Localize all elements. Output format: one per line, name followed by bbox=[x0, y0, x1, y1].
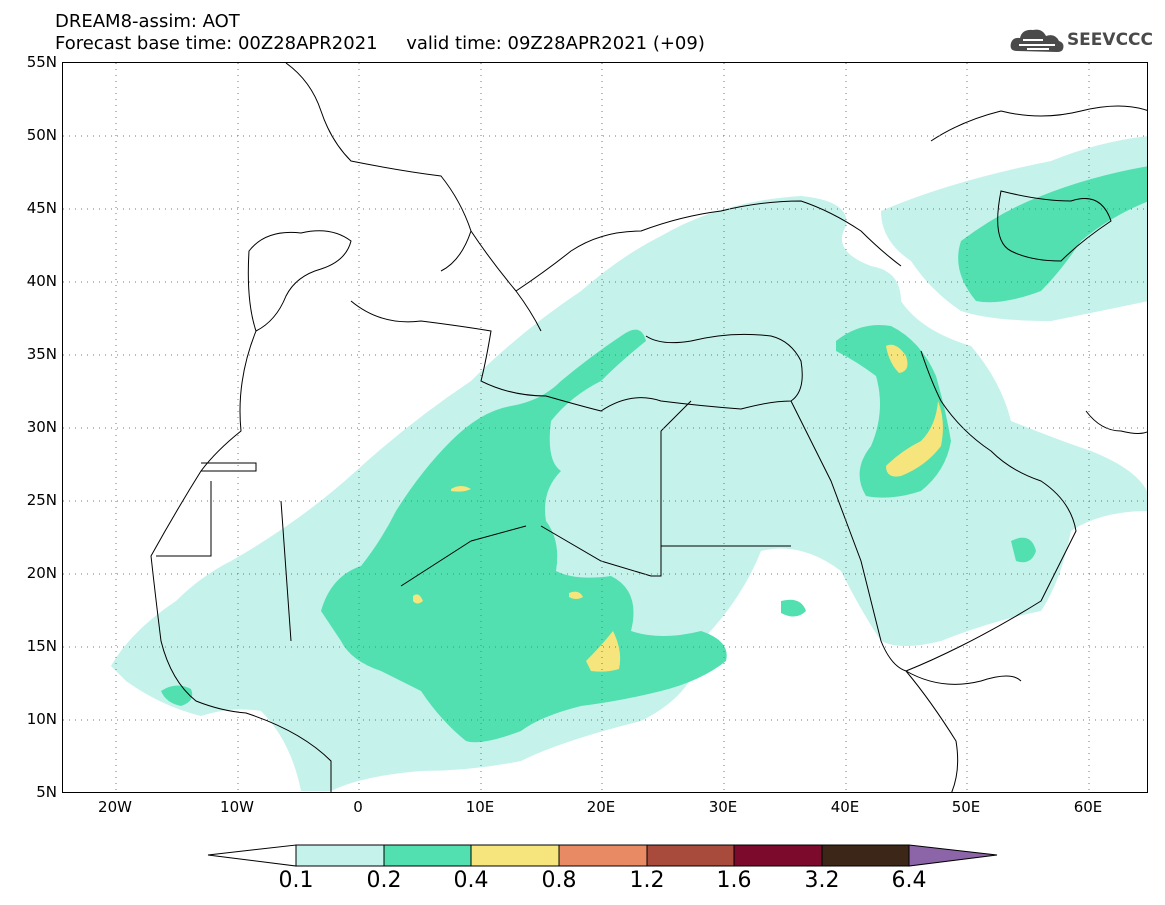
lat-label: 15N bbox=[26, 637, 57, 655]
aot-map bbox=[63, 63, 1147, 792]
colorbar-level-label: 0.8 bbox=[541, 868, 577, 893]
graticule bbox=[63, 63, 1147, 792]
forecast-time-line: Forecast base time: 00Z28APR2021 valid t… bbox=[55, 33, 705, 54]
lat-label: 50N bbox=[26, 126, 57, 144]
lat-label: 45N bbox=[26, 199, 57, 217]
cloud-icon bbox=[1010, 29, 1064, 52]
aot-colorbar bbox=[207, 844, 998, 867]
colorbar-level-label: 0.2 bbox=[366, 868, 402, 893]
lat-label: 40N bbox=[26, 272, 57, 290]
aot-band-0.2 bbox=[161, 166, 1147, 743]
lon-label: 0 bbox=[353, 798, 363, 816]
colorbar-swatch bbox=[733, 844, 823, 867]
map-panel bbox=[62, 62, 1148, 793]
lon-label: 10W bbox=[220, 798, 254, 816]
lat-label: 55N bbox=[26, 53, 57, 71]
lon-label: 40E bbox=[830, 798, 860, 816]
colorbar-level-label: 3.2 bbox=[804, 868, 840, 893]
colorbar-level-label: 0.4 bbox=[453, 868, 489, 893]
lat-label: 5N bbox=[36, 783, 57, 801]
aot-band-0.4 bbox=[413, 344, 943, 672]
colorbar-swatch bbox=[646, 844, 735, 867]
lat-label: 25N bbox=[26, 491, 57, 509]
lat-label: 10N bbox=[26, 710, 57, 728]
colorbar-min-triangle bbox=[207, 844, 297, 867]
lon-label: 20W bbox=[98, 798, 132, 816]
lat-label: 35N bbox=[26, 345, 57, 363]
colorbar-level-label: 6.4 bbox=[891, 868, 927, 893]
colorbar-swatch bbox=[295, 844, 385, 867]
colorbar-swatch bbox=[470, 844, 560, 867]
colorbar-max-triangle bbox=[908, 844, 998, 867]
colorbar-swatch bbox=[383, 844, 472, 867]
lon-label: 10E bbox=[465, 798, 495, 816]
colorbar-swatch bbox=[558, 844, 648, 867]
lon-label: 30E bbox=[708, 798, 738, 816]
colorbar-level-label: 1.6 bbox=[716, 868, 752, 893]
coastlines bbox=[150, 63, 1147, 792]
map-title: DREAM8-assim: AOT bbox=[55, 11, 240, 32]
seevccc-logo: SEEVCCC bbox=[1009, 24, 1153, 56]
lon-label: 20E bbox=[586, 798, 616, 816]
lat-label: 30N bbox=[26, 418, 57, 436]
logo-text: SEEVCCC bbox=[1066, 30, 1153, 50]
colorbar-swatch bbox=[821, 844, 910, 867]
colorbar-level-label: 1.2 bbox=[629, 868, 665, 893]
lat-label: 20N bbox=[26, 564, 57, 582]
lon-label: 60E bbox=[1073, 798, 1103, 816]
lon-label: 50E bbox=[951, 798, 981, 816]
colorbar-level-label: 0.1 bbox=[278, 868, 314, 893]
